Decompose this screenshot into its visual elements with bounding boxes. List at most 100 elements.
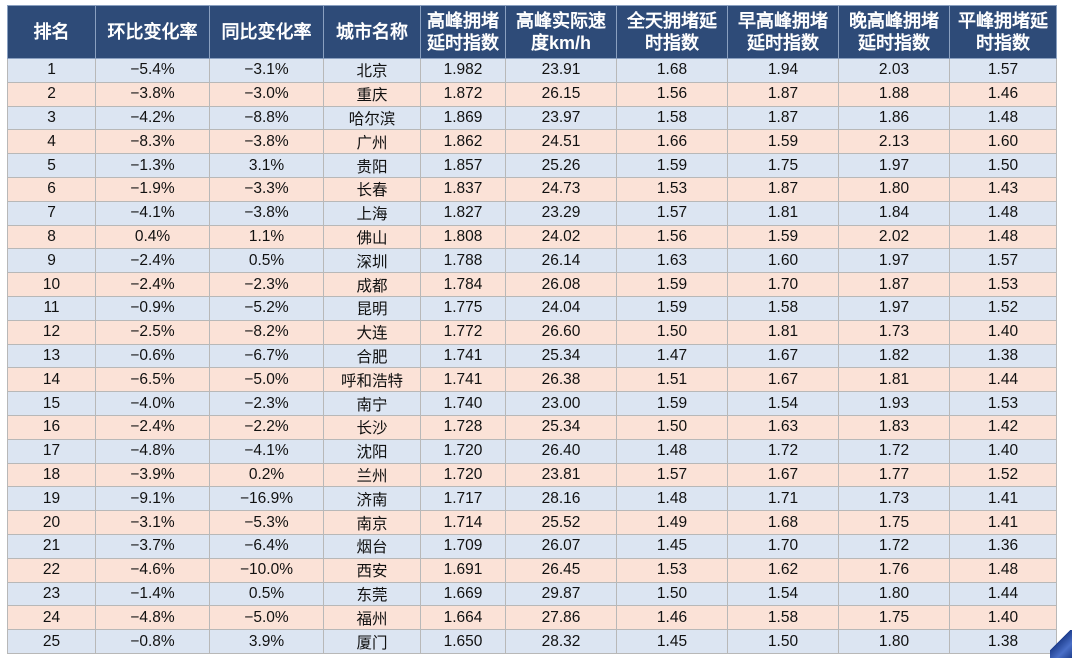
cell-morning-index: 1.68 (727, 510, 839, 535)
cell-peak-index: 1.741 (420, 367, 506, 393)
cell-peak-speed: 26.14 (505, 248, 617, 274)
cell-yoy-change: −3.8% (209, 129, 324, 155)
cell-allday-index: 1.50 (616, 319, 728, 345)
cell-offpeak-index: 1.42 (949, 414, 1057, 440)
cell-mom-change: −1.3% (95, 153, 210, 178)
cell-peak-index: 1.788 (420, 248, 506, 274)
cell-evening-index: 1.77 (838, 462, 950, 488)
cell-mom-change: −3.8% (95, 81, 210, 107)
cell-mom-change: 0.4% (95, 224, 210, 250)
cell-city: 兰州 (323, 462, 421, 488)
table-row: 7 −4.1% −3.8% 上海 1.827 23.29 1.57 1.81 1.84 1.48 (7, 200, 1057, 226)
header-morning-index: 早高峰拥堵 延时指数 (727, 5, 839, 59)
cell-offpeak-index: 1.40 (949, 319, 1057, 345)
cell-evening-index: 1.84 (838, 200, 950, 226)
cell-peak-speed: 25.52 (505, 510, 617, 535)
cell-mom-change: −8.3% (95, 129, 210, 155)
cell-evening-index: 1.83 (838, 414, 950, 440)
cell-evening-index: 1.93 (838, 391, 950, 416)
cell-yoy-change: −5.0% (209, 605, 324, 631)
cell-evening-index: 1.80 (838, 629, 950, 654)
cell-peak-index: 1.740 (420, 391, 506, 416)
cell-yoy-change: 0.5% (209, 248, 324, 274)
cell-mom-change: −9.1% (95, 486, 210, 512)
cell-peak-index: 1.714 (420, 510, 506, 535)
cell-evening-index: 1.97 (838, 153, 950, 178)
header-city: 城市名称 (323, 5, 421, 59)
cell-peak-speed: 23.91 (505, 58, 617, 83)
cell-evening-index: 1.97 (838, 295, 950, 321)
cell-yoy-change: −3.0% (209, 81, 324, 107)
cell-evening-index: 1.73 (838, 319, 950, 345)
cell-peak-speed: 26.38 (505, 367, 617, 393)
cell-peak-index: 1.982 (420, 58, 506, 83)
cell-peak-speed: 26.40 (505, 438, 617, 464)
cell-yoy-change: −10.0% (209, 557, 324, 583)
cell-yoy-change: −3.1% (209, 58, 324, 83)
cell-peak-speed: 23.00 (505, 391, 617, 416)
cell-offpeak-index: 1.41 (949, 486, 1057, 512)
cell-peak-index: 1.720 (420, 462, 506, 488)
cell-offpeak-index: 1.50 (949, 153, 1057, 178)
cell-rank: 2 (7, 81, 96, 107)
cell-peak-index: 1.709 (420, 533, 506, 559)
header-mom-change: 环比变化率 (95, 5, 210, 59)
cell-city: 南宁 (323, 391, 421, 416)
cell-morning-index: 1.81 (727, 319, 839, 345)
cell-peak-index: 1.691 (420, 557, 506, 583)
cell-mom-change: −0.8% (95, 629, 210, 654)
cell-morning-index: 1.71 (727, 486, 839, 512)
cell-rank: 14 (7, 367, 96, 393)
cell-rank: 18 (7, 462, 96, 488)
cell-allday-index: 1.57 (616, 462, 728, 488)
cell-peak-speed: 26.60 (505, 319, 617, 345)
cell-rank: 10 (7, 272, 96, 297)
cell-yoy-change: 1.1% (209, 224, 324, 250)
cell-rank: 11 (7, 295, 96, 321)
cell-city: 重庆 (323, 81, 421, 107)
cell-evening-index: 1.97 (838, 248, 950, 274)
cell-rank: 19 (7, 486, 96, 512)
cell-mom-change: −4.8% (95, 605, 210, 631)
cell-allday-index: 1.56 (616, 224, 728, 250)
cell-peak-speed: 23.29 (505, 200, 617, 226)
table-row: 17 −4.8% −4.1% 沈阳 1.720 26.40 1.48 1.72 1.72 1.40 (7, 438, 1057, 464)
cell-morning-index: 1.75 (727, 153, 839, 178)
cell-peak-speed: 24.51 (505, 129, 617, 155)
cell-city: 贵阳 (323, 153, 421, 178)
cell-offpeak-index: 1.40 (949, 438, 1057, 464)
cell-peak-speed: 26.07 (505, 533, 617, 559)
cell-mom-change: −1.4% (95, 581, 210, 607)
cell-allday-index: 1.49 (616, 510, 728, 535)
cell-yoy-change: −2.2% (209, 414, 324, 440)
cell-morning-index: 1.50 (727, 629, 839, 654)
cell-yoy-change: −8.8% (209, 105, 324, 131)
cell-peak-index: 1.862 (420, 129, 506, 155)
cell-evening-index: 2.03 (838, 58, 950, 83)
table-body: 1 −5.4% −3.1% 北京 1.982 23.91 1.68 1.94 2.03 1.57 2… (7, 58, 1057, 654)
cell-allday-index: 1.59 (616, 391, 728, 416)
cell-city: 深圳 (323, 248, 421, 274)
cell-allday-index: 1.50 (616, 414, 728, 440)
cell-evening-index: 2.02 (838, 224, 950, 250)
cell-rank: 4 (7, 129, 96, 155)
cell-yoy-change: −3.8% (209, 200, 324, 226)
cell-allday-index: 1.59 (616, 295, 728, 321)
cell-morning-index: 1.70 (727, 533, 839, 559)
cell-allday-index: 1.45 (616, 533, 728, 559)
cell-peak-speed: 26.45 (505, 557, 617, 583)
table-row: 3 −4.2% −8.8% 哈尔滨 1.869 23.97 1.58 1.87 1.86 1.48 (7, 105, 1057, 131)
table-row: 10 −2.4% −2.3% 成都 1.784 26.08 1.59 1.70 1.87 1.53 (7, 272, 1057, 297)
cell-offpeak-index: 1.46 (949, 81, 1057, 107)
cell-morning-index: 1.94 (727, 58, 839, 83)
cell-peak-index: 1.720 (420, 438, 506, 464)
cell-yoy-change: −2.3% (209, 391, 324, 416)
cell-morning-index: 1.87 (727, 105, 839, 131)
cell-yoy-change: −5.3% (209, 510, 324, 535)
table-row: 5 −1.3% 3.1% 贵阳 1.857 25.26 1.59 1.75 1.97 1.50 (7, 153, 1057, 178)
cell-peak-index: 1.857 (420, 153, 506, 178)
header-allday-index: 全天拥堵延 时指数 (616, 5, 728, 59)
cell-city: 长沙 (323, 414, 421, 440)
header-peak-speed: 高峰实际速 度km/h (505, 5, 617, 59)
